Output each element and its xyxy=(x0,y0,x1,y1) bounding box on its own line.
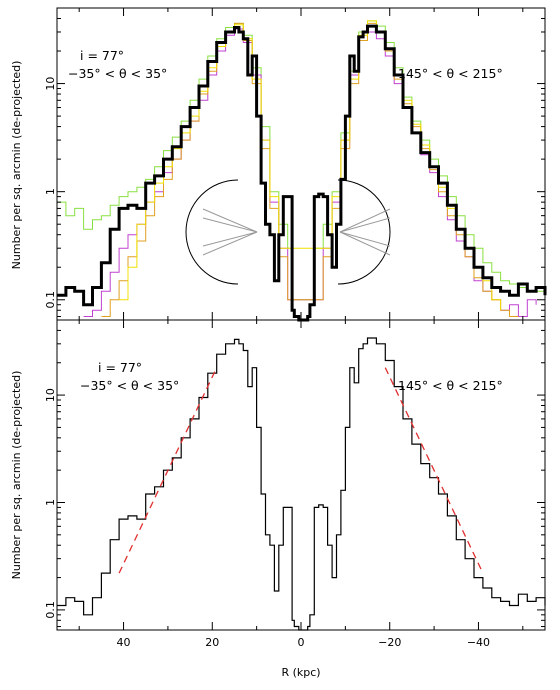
wedge-diagram-left xyxy=(185,179,258,285)
bottom-x-ticks: 40 20 0 −20 −40 xyxy=(78,320,524,649)
top-y-ticks: 0.1 1 10 xyxy=(44,7,545,318)
bottom-y-ticks: 0.1 1 10 xyxy=(44,319,545,628)
bottom-panel: 0.1 1 10 40 20 0 −20 −40 i = 77° −35° < θ < 35… xyxy=(10,319,546,679)
bottom-x-tick-label: 20 xyxy=(205,636,219,649)
bottom-x-tick-label: 40 xyxy=(117,636,131,649)
top-left-wedge-label: −35° < θ < 35° xyxy=(68,66,167,81)
top-y-tick-label: 0.1 xyxy=(44,291,57,309)
top-y-tick-label: 10 xyxy=(44,77,57,91)
bottom-x-tick-label: −40 xyxy=(467,636,490,649)
bottom-inclination-label: i = 77° xyxy=(98,360,142,375)
top-right-wedge-label: 145° < θ < 215° xyxy=(398,66,503,81)
bottom-y-tick-label: 10 xyxy=(44,388,57,402)
top-y-tick-label: 1 xyxy=(44,188,57,195)
top-y-axis-label: Number per sq. arcmin (de-projected) xyxy=(10,61,23,270)
bottom-y-tick-label: 1 xyxy=(44,499,57,506)
top-x-ticks xyxy=(78,8,524,320)
bottom-fit-line-1 xyxy=(384,367,484,574)
bottom-x-tick-label: −20 xyxy=(378,636,401,649)
top-plot-frame xyxy=(56,7,546,321)
top-series-line-3 xyxy=(101,22,519,317)
bottom-left-wedge-label: −35° < θ < 35° xyxy=(80,378,179,393)
bottom-y-axis-label: Number per sq. arcmin (de-projected) xyxy=(10,371,23,580)
top-inclination-label: i = 77° xyxy=(80,48,124,63)
bottom-plot-frame xyxy=(56,319,546,631)
bottom-fit-lines xyxy=(118,367,484,574)
bottom-fit-line-0 xyxy=(118,367,218,574)
top-series-line-4 xyxy=(119,20,502,311)
bottom-x-tick-label: 0 xyxy=(298,636,305,649)
top-panel: 0.1 1 10 i = 77° −35° < θ < 35° 145° < θ <… xyxy=(10,7,547,322)
wedge-diagram-right xyxy=(337,179,391,285)
top-series-line-1 xyxy=(57,20,545,301)
x-axis-label: R (kpc) xyxy=(281,666,320,679)
bottom-y-tick-label: 0.1 xyxy=(44,601,57,619)
bottom-right-wedge-label: 145° < θ < 215° xyxy=(398,378,503,393)
